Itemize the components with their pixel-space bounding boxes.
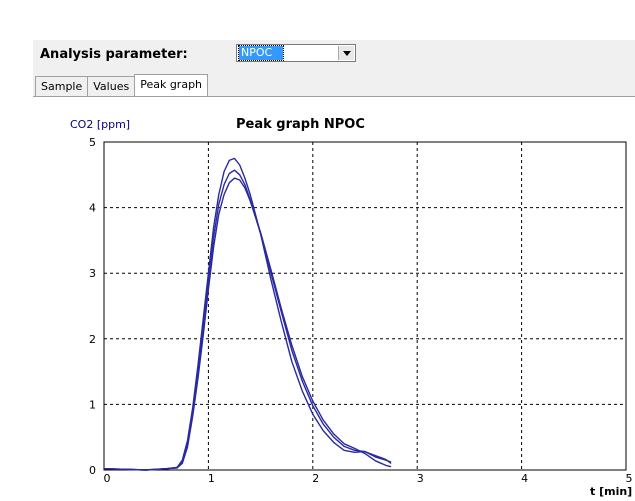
series-line-3	[103, 177, 392, 471]
x-axis-label: t [min]	[590, 485, 633, 498]
x-tick-label: 2	[312, 472, 319, 485]
x-tick-label: 0	[104, 472, 111, 485]
x-tick-label: 5	[626, 472, 633, 485]
x-tick-label: 1	[208, 472, 215, 485]
y-tick-label: 1	[89, 398, 96, 411]
analysis-parameter-value: NPOC	[238, 45, 284, 61]
x-tick-label: 3	[417, 472, 424, 485]
y-tick-label: 2	[89, 333, 96, 346]
chevron-down-icon[interactable]	[338, 46, 354, 60]
y-axis-label: CO2 [ppm]	[70, 118, 131, 131]
y-tick-label: 0	[89, 464, 96, 477]
analysis-parameter-label: Analysis parameter:	[40, 47, 188, 62]
y-tick-label: 4	[89, 202, 96, 215]
plot-area	[103, 141, 627, 471]
chart-title: Peak graph NPOC	[236, 117, 365, 132]
y-tick-label: 5	[89, 136, 96, 149]
tab-bar: Sample Values Peak graph	[35, 74, 209, 97]
y-tick-label: 3	[89, 267, 96, 280]
analysis-parameter-select[interactable]: NPOC	[236, 44, 356, 62]
x-tick-label: 4	[521, 472, 528, 485]
tab-values[interactable]: Values	[87, 76, 136, 96]
tab-peak-graph[interactable]: Peak graph	[134, 74, 209, 97]
tab-sample[interactable]: Sample	[35, 76, 89, 96]
